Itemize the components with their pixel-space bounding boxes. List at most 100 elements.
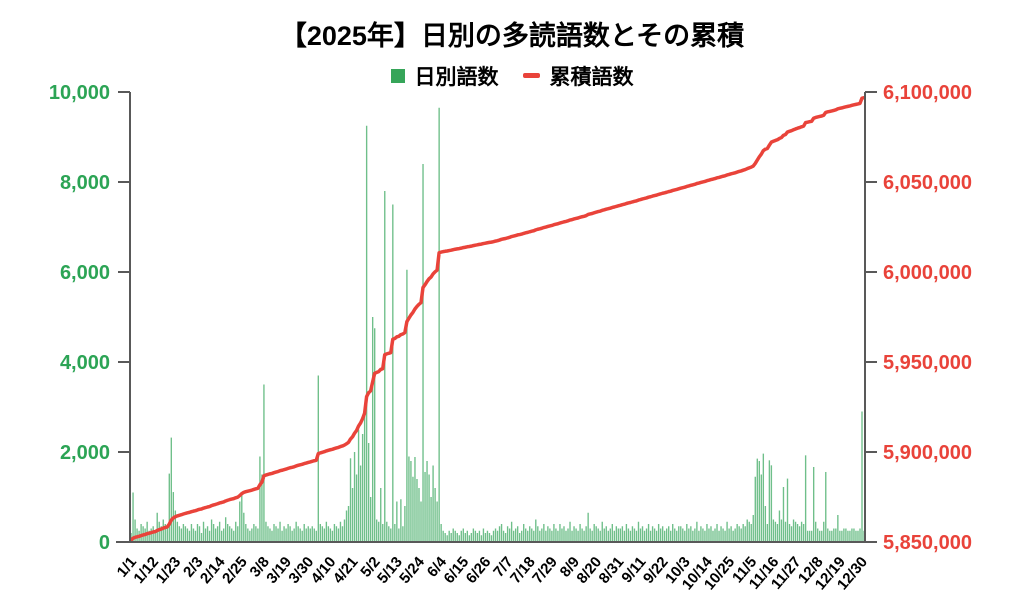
daily-bar [859,528,861,542]
daily-bar [734,528,736,542]
daily-bar [208,530,211,542]
daily-bar [446,535,448,542]
daily-bar [712,530,714,542]
daily-bar [130,533,132,542]
daily-bar [484,533,487,542]
daily-bar [476,533,479,542]
daily-bar [617,528,620,542]
daily-bar [289,526,291,542]
daily-bar [698,530,700,542]
daily-bar [311,526,313,542]
daily-bar [599,530,601,542]
daily-bar [198,526,201,542]
daily-bar [263,384,265,542]
daily-bar [218,521,221,542]
daily-bar [412,476,414,542]
daily-bar [631,526,634,542]
daily-bar [776,524,779,542]
daily-bar [609,528,611,542]
daily-bar [444,533,446,542]
left-axis-tick-label: 2,000 [60,442,110,464]
daily-bar [390,528,392,542]
daily-bar [398,528,400,542]
daily-bar [611,524,613,542]
daily-bar [573,526,575,542]
daily-bar [281,530,283,542]
daily-bar [249,530,251,542]
cumulative-series-swatch-icon [522,73,540,79]
daily-bar [716,524,718,542]
daily-bar [462,528,464,542]
daily-bar [202,521,205,542]
daily-bar [529,526,531,542]
daily-bar [514,528,517,542]
daily-bar [486,530,489,542]
daily-bar [204,528,207,542]
daily-bar [369,497,372,542]
daily-bar [402,526,404,542]
daily-bar [553,524,555,542]
daily-bar [214,528,217,542]
left-axis-labels: 0 2,000 4,000 6,000 8,000 10,000 [49,82,130,554]
daily-bar [674,528,676,542]
daily-bar [796,524,799,542]
daily-bar [653,528,656,542]
daily-bar [168,473,170,542]
daily-bar [823,521,825,542]
daily-bar [802,524,805,542]
daily-bar [450,533,452,542]
daily-bar [259,456,261,542]
daily-bar [812,466,815,543]
daily-bar [692,530,694,542]
daily-bar [605,526,607,542]
daily-bar [714,528,716,542]
daily-bar [374,328,376,542]
daily-bar [472,528,475,542]
daily-bar [835,528,837,542]
daily-bar [786,478,789,543]
daily-bar [367,443,370,542]
daily-bar [597,528,599,542]
daily-bar [512,530,515,542]
daily-bar [442,530,444,542]
daily-bar [148,530,150,542]
daily-bar [730,526,732,542]
daily-bar [665,528,668,542]
daily-bar [676,530,678,542]
daily-bar [663,530,666,542]
daily-bar [516,526,519,542]
daily-bar [794,521,797,542]
daily-bar [657,524,660,542]
right-axis-tick-label: 6,050,000 [883,172,972,194]
daily-bar [581,528,583,542]
daily-bar [678,526,680,542]
daily-bars-series [130,107,865,543]
daily-bar [579,524,581,542]
daily-bar [134,519,136,542]
daily-bar [649,530,652,542]
daily-bar [535,519,537,542]
daily-bar [625,524,628,542]
daily-bar [790,526,793,542]
daily-bar [132,492,134,542]
daily-bar [613,530,616,542]
daily-bar [452,528,454,542]
daily-bar [639,528,642,542]
daily-bar [752,515,754,542]
daily-bar [571,530,573,542]
daily-bar [764,506,767,542]
daily-bar [565,530,567,542]
daily-bar [788,524,791,542]
daily-bar [365,125,368,542]
daily-bar [806,530,809,542]
daily-bar [778,510,781,542]
daily-bar [206,526,209,542]
daily-bar [627,528,630,542]
daily-bar [474,530,477,542]
chart-legend: 日別語数 累積語数 [0,61,1024,91]
daily-bar [760,474,763,542]
daily-bar [750,524,752,542]
daily-bar [547,526,549,542]
daily-bar [728,528,730,542]
daily-bar [637,521,640,542]
